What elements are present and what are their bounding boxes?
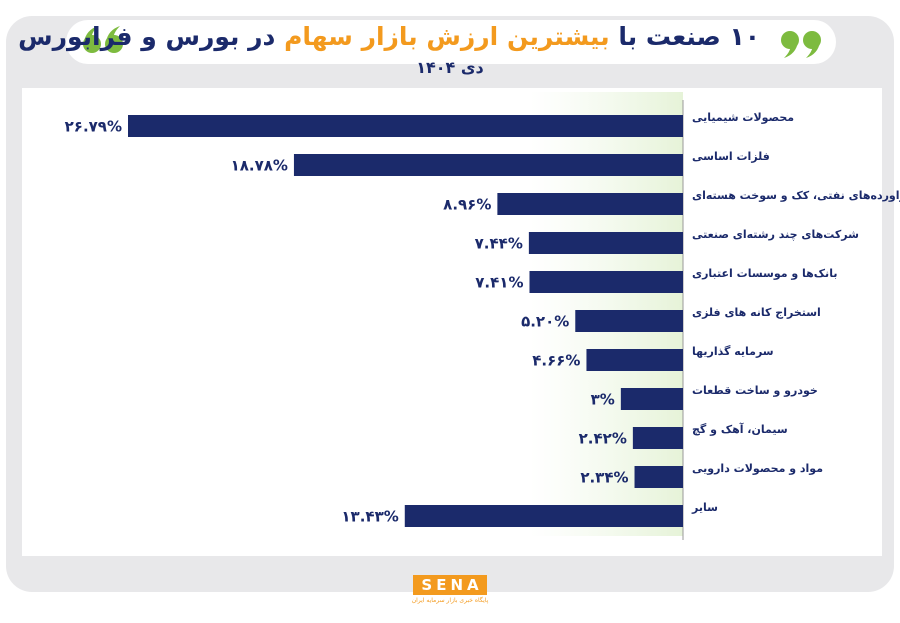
value-label: ۱۳.۴۳%: [341, 508, 398, 526]
value-label: ۳%: [591, 391, 615, 409]
value-label: ۴.۶۶%: [532, 352, 580, 370]
category-label: سایر: [691, 501, 718, 514]
title-part: ۱۰ صنعت با: [618, 22, 760, 51]
category-label: سرمایه گذاریها: [692, 345, 774, 358]
bar: [575, 310, 683, 332]
category-label: شرکت‌های چند رشته‌ای صنعتی: [692, 228, 859, 241]
bar: [404, 505, 683, 527]
chart-title: ۱۰ صنعت با بیشترین ارزش بازار سهام در بو…: [18, 22, 760, 51]
category-label: فلزات اساسی: [692, 150, 770, 163]
quote-marks: [83, 26, 821, 58]
value-label: ۵.۲۰%: [521, 313, 569, 331]
category-label: بانک‌ها و موسسات اعتباری: [692, 267, 837, 280]
value-label: ۷.۴۴%: [475, 235, 523, 253]
category-label: فراورده‌های نفتی، کک و سوخت هسته‌ای: [692, 189, 900, 202]
category-label: استخراج کانه های فلزی: [692, 306, 821, 320]
value-label: ۲۶.۷۹%: [65, 118, 122, 136]
title-highlight: بیشترین ارزش بازار سهام: [284, 22, 610, 51]
bar: [497, 193, 683, 215]
bar: [586, 349, 683, 371]
bar: [293, 154, 683, 176]
logo-tagline: پایگاه خبری بازار سرمایه ایران: [411, 597, 489, 604]
logo: SENA پایگاه خبری بازار سرمایه ایران: [405, 575, 495, 604]
bar: [632, 427, 683, 449]
category-label: مواد و محصولات دارویی: [692, 462, 823, 475]
category-label: خودرو و ساخت قطعات: [692, 384, 818, 397]
chart-subtitle: دی ۱۴۰۴: [416, 58, 484, 77]
bar: [634, 466, 683, 488]
value-label: ۲.۳۴%: [580, 469, 628, 487]
title-pill: [66, 20, 836, 64]
bar: [528, 232, 683, 254]
bar: [529, 271, 683, 293]
value-label: ۸.۹۶%: [443, 196, 491, 214]
value-label: ۲.۴۲%: [579, 430, 627, 448]
title-part: در بورس و فرابورس: [18, 22, 276, 51]
logo-brand: SENA: [413, 575, 487, 595]
bar: [620, 388, 683, 410]
bar: [128, 115, 683, 137]
category-label: سیمان، آهک و گچ: [692, 422, 788, 436]
category-label: محصولات شیمیایی: [692, 111, 794, 124]
value-label: ۱۸.۷۸%: [231, 157, 288, 175]
value-label: ۷.۴۱%: [475, 274, 523, 292]
